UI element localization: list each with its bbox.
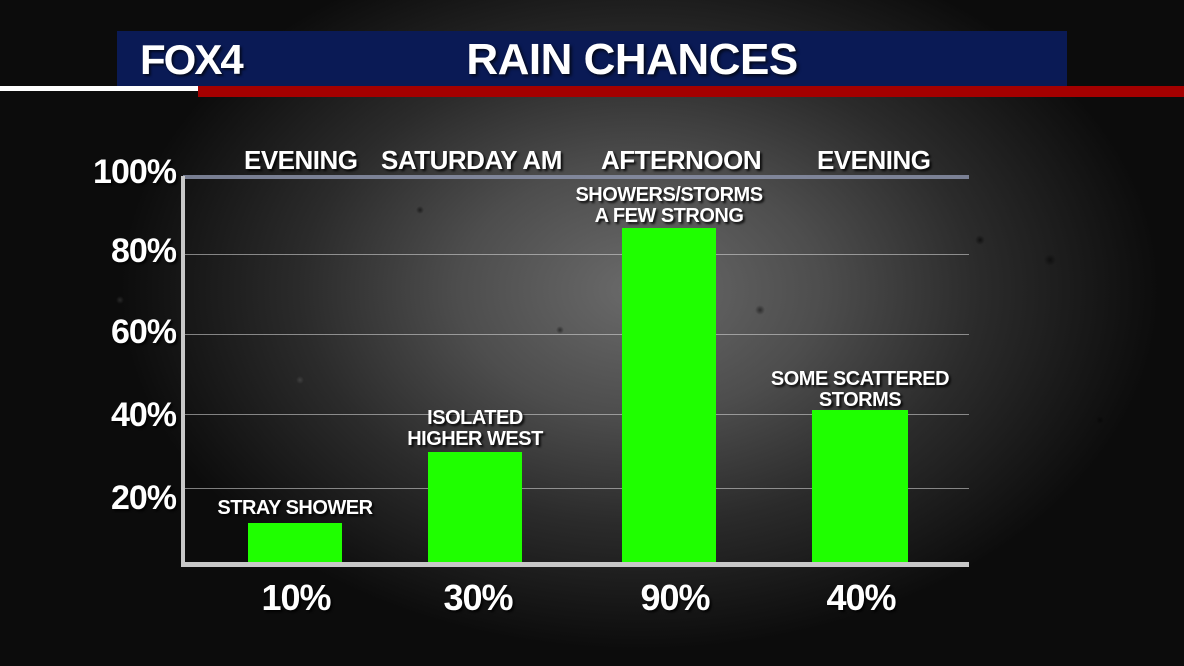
red-stripe xyxy=(198,86,1184,97)
value-label-saturday-am: 30% xyxy=(443,577,513,618)
gridline-100 xyxy=(183,175,969,179)
period-label-afternoon: AFTERNOON xyxy=(601,145,762,175)
y-tick-100: 100% xyxy=(93,153,177,191)
period-label-evening-2: EVENING xyxy=(817,145,931,175)
bar-note-afternoon: SHOWERS/STORMS A FEW STRONG xyxy=(559,185,779,227)
white-stripe xyxy=(0,86,198,91)
bar-afternoon xyxy=(622,228,716,563)
y-axis xyxy=(181,176,185,566)
bar-evening-2 xyxy=(812,410,908,563)
x-axis xyxy=(181,562,969,567)
gridline-80 xyxy=(185,254,969,255)
bar-note-line: A FEW STRONG xyxy=(594,205,744,227)
page-title: RAIN CHANCES xyxy=(466,35,798,84)
bar-note-saturday-am: ISOLATED HIGHER WEST xyxy=(375,408,575,450)
bar-note-evening: STRAY SHOWER xyxy=(195,498,395,519)
value-label-afternoon: 90% xyxy=(640,577,710,618)
bar-note-line: HIGHER WEST xyxy=(407,428,543,450)
y-tick-80: 80% xyxy=(110,232,177,270)
bar-saturday-am xyxy=(428,452,522,563)
gridline-40 xyxy=(185,414,969,415)
period-label-saturday-am: SATURDAY AM xyxy=(381,145,562,175)
bar-evening xyxy=(248,523,342,563)
bar-note-line: SHOWERS/STORMS xyxy=(575,184,763,206)
period-label-evening: EVENING xyxy=(244,145,358,175)
y-tick-40: 40% xyxy=(110,396,177,434)
y-tick-20: 20% xyxy=(110,479,177,517)
bar-note-line: SOME SCATTERED xyxy=(770,368,950,390)
bar-note-evening-2: SOME SCATTERED STORMS xyxy=(750,369,970,411)
gridline-20 xyxy=(185,488,969,489)
bar-note-line: STRAY SHOWER xyxy=(217,497,373,519)
title-bar xyxy=(117,31,1067,86)
gridline-60 xyxy=(185,334,969,335)
value-label-evening-2: 40% xyxy=(826,577,896,618)
y-tick-60: 60% xyxy=(110,313,177,351)
bar-note-line: ISOLATED xyxy=(427,407,523,429)
value-label-evening: 10% xyxy=(261,577,331,618)
bar-note-line: STORMS xyxy=(818,389,902,411)
fox4-logo: FOX4 xyxy=(140,36,244,83)
